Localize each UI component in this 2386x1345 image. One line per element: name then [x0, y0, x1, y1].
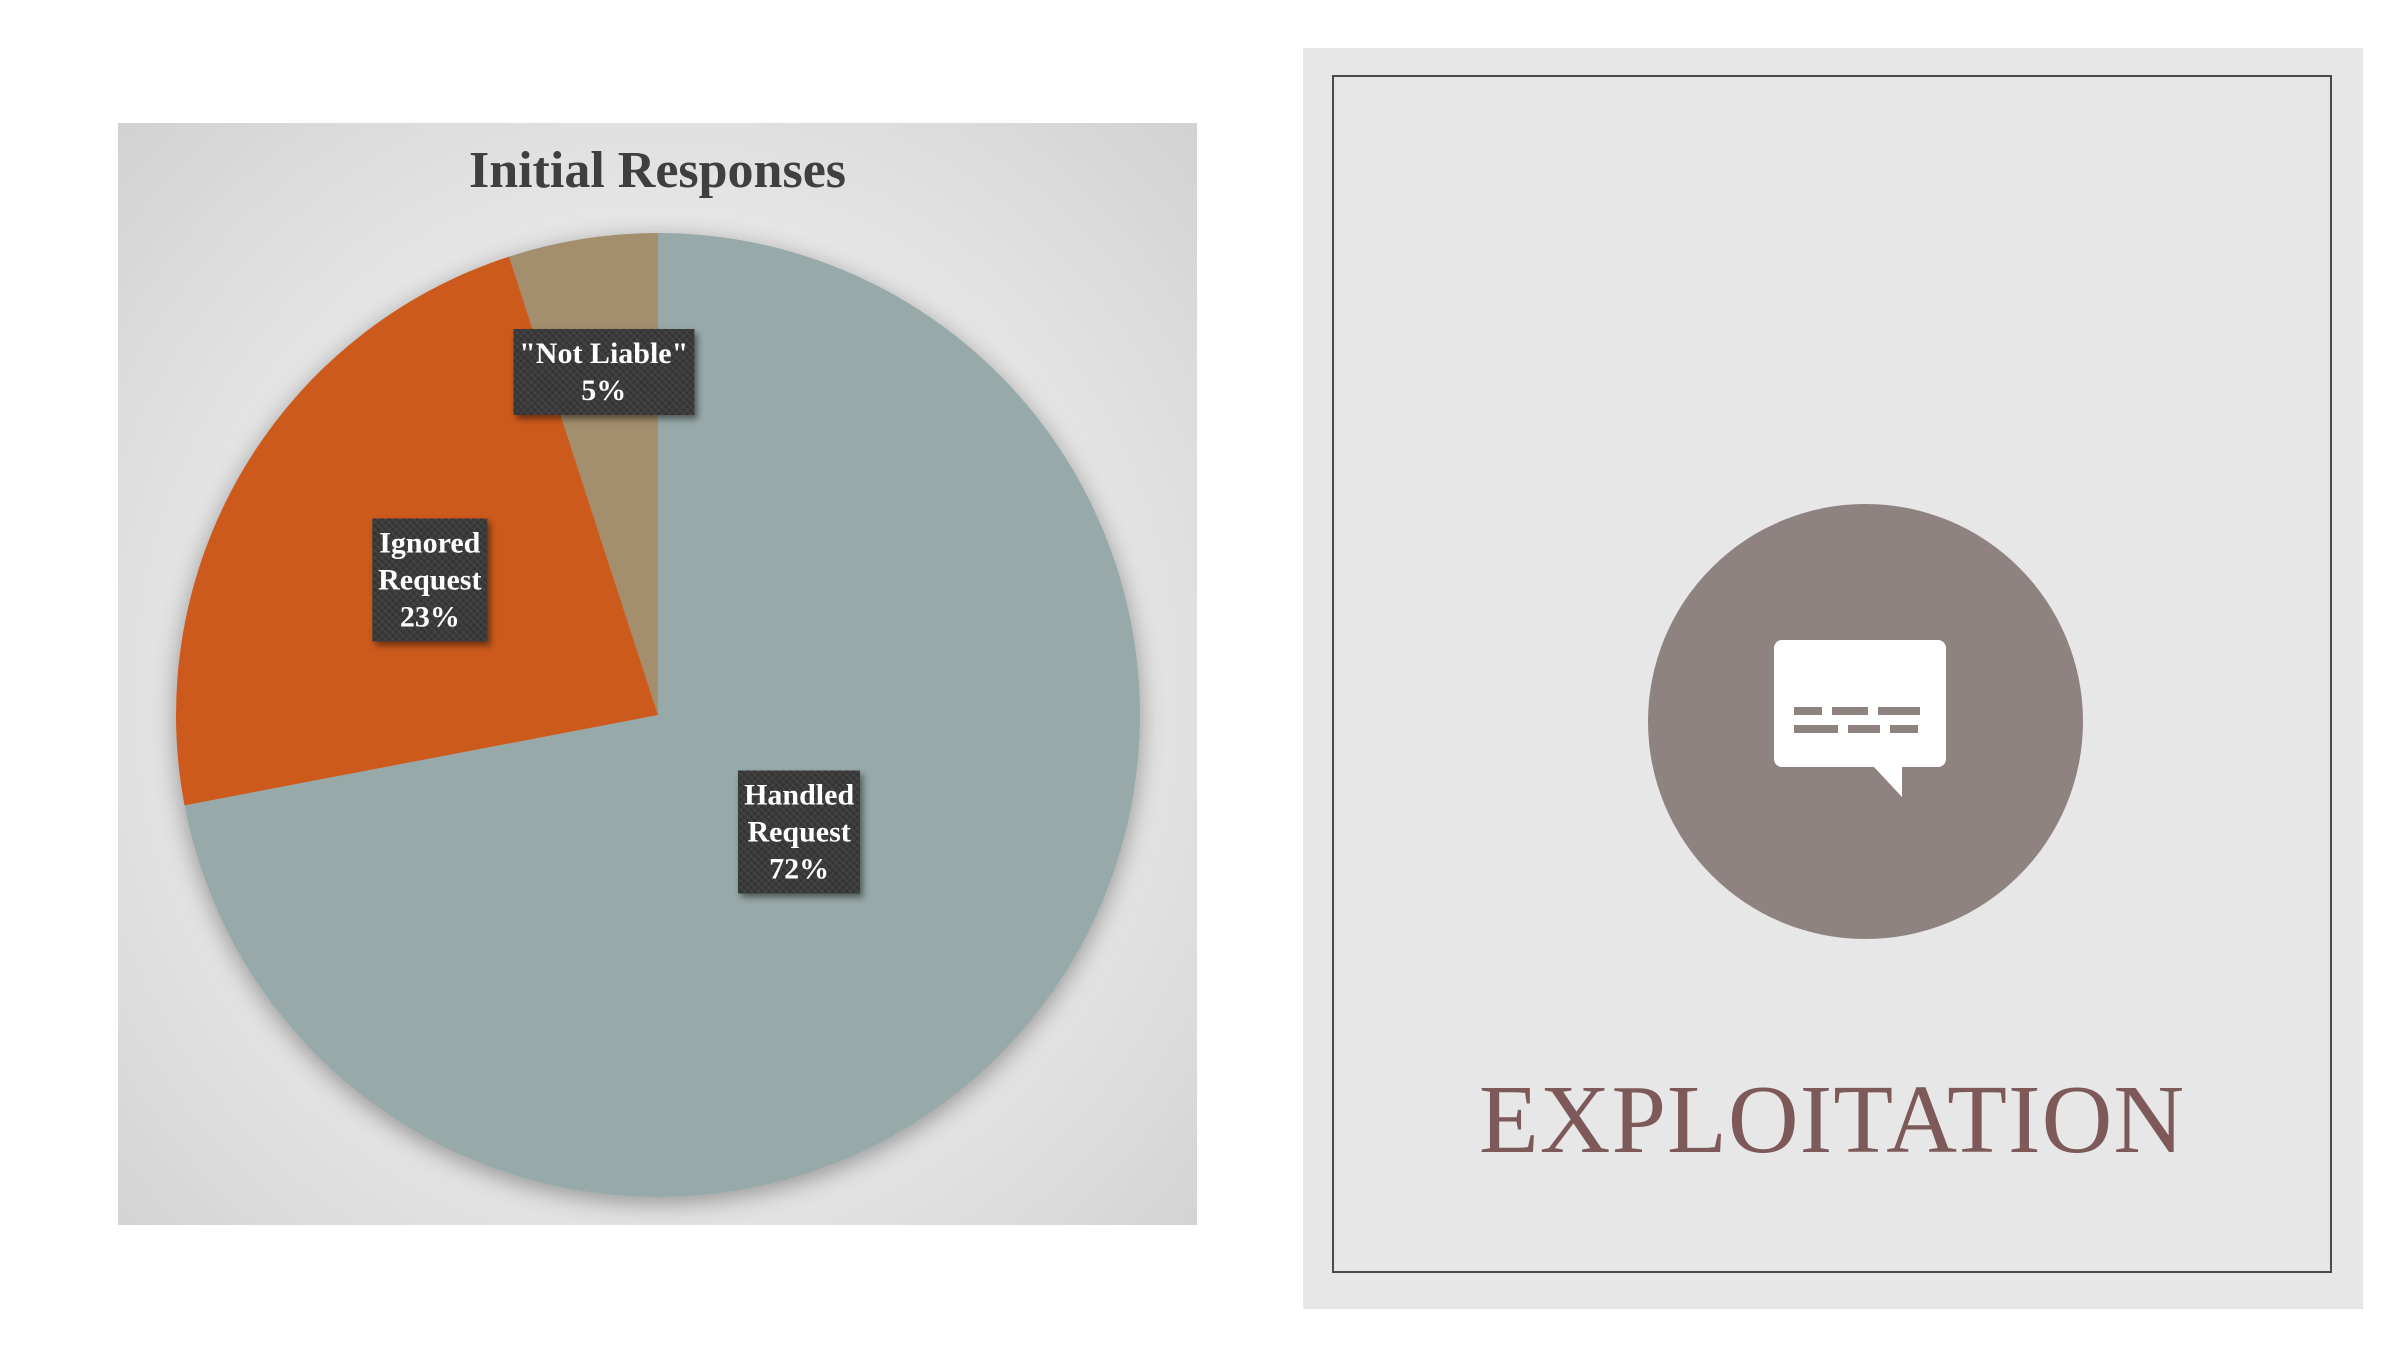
- slice-label-text: Request: [378, 563, 482, 597]
- chart-title: Initial Responses: [468, 142, 847, 199]
- slice-percent: 72%: [769, 852, 830, 886]
- slice-label-text: Ignored: [379, 526, 481, 560]
- pie-slice: [184, 233, 1140, 1198]
- slice-label-text: "Not Liable": [519, 337, 689, 371]
- slice-percent: 5%: [581, 374, 627, 408]
- slice-percent: 23%: [399, 600, 460, 634]
- pie-chart-panel: Initial Responses Handled Request 72% Ignor…: [118, 123, 1197, 1225]
- slice-data-label: "Not Liable" 5%: [513, 329, 694, 415]
- pie-chart: [175, 233, 1140, 1198]
- slice-label-text: Request: [747, 815, 851, 849]
- slice-label-text: Handled: [744, 778, 855, 812]
- icon-circle: [1648, 504, 2083, 939]
- card-frame: EXPLOITATION: [1332, 75, 2332, 1273]
- card-title: EXPLOITATION: [1478, 1066, 2186, 1174]
- topic-card: EXPLOITATION: [1303, 48, 2363, 1309]
- slice-data-label: Handled Request 72%: [738, 770, 860, 893]
- slice-data-label: Ignored Request 23%: [372, 519, 487, 642]
- speech-bubble-icon: [1774, 640, 1946, 797]
